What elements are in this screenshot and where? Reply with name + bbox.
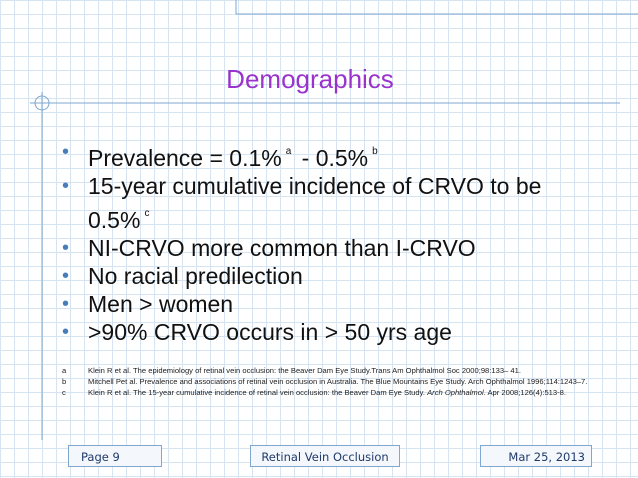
text: - 0.5%: [295, 145, 369, 171]
journal: Arch Ophthalmol.: [427, 388, 486, 397]
text: No racial predilection: [88, 263, 303, 289]
bullet: >90% CRVO occurs in > 50 yrs age: [60, 318, 600, 346]
bullet: No racial predilection: [60, 262, 600, 290]
reference-text: Mitchell Pet al. Prevalence and associat…: [88, 377, 587, 386]
footnote-marker: c: [144, 208, 150, 219]
footnote-marker: b: [372, 146, 378, 157]
text: Klein R et al. The 15-year cumulative in…: [88, 388, 428, 397]
text: Prevalence = 0.1%: [88, 145, 282, 171]
text: 15-year cumulative incidence of CRVO to …: [88, 173, 542, 233]
reference: a Klein R et al. The epidemiology of reti…: [62, 366, 602, 375]
footnote-marker: a: [285, 146, 292, 157]
reference-letter: c: [62, 388, 66, 397]
text: Apr 2008;126(4):513-8.: [485, 388, 566, 397]
bullet: NI-CRVO more common than I-CRVO: [60, 234, 600, 262]
reference: b Mitchell Pet al. Prevalence and associa…: [62, 377, 602, 386]
reference-text: Klein R et al. The 15-year cumulative in…: [88, 388, 566, 397]
footer-date: Mar 25, 2013: [480, 445, 592, 467]
footer-page: Page 9: [68, 445, 162, 467]
references: a Klein R et al. The epidemiology of reti…: [62, 366, 602, 399]
reference-letter: a: [62, 366, 67, 375]
ring: [34, 95, 50, 111]
text: Mitchell Pet al. Prevalence and associat…: [88, 377, 588, 386]
bullet: Prevalence = 0.1%a - 0.5%b: [60, 138, 600, 172]
footer-title: Retinal Vein Occlusion: [250, 445, 400, 467]
slide-title: Demographics: [226, 64, 394, 94]
text: >90% CRVO occurs in > 50 yrs age: [88, 319, 452, 345]
reference-letter: b: [62, 377, 67, 386]
text: Klein R et al. The epidemiology of retin…: [88, 366, 521, 375]
bullet: 15-year cumulative incidence of CRVO to …: [60, 172, 600, 234]
reference-text: Klein R et al. The epidemiology of retin…: [88, 366, 521, 375]
text: Men > women: [88, 291, 234, 317]
text: NI-CRVO more common than I-CRVO: [88, 235, 476, 261]
bullet-list: Prevalence = 0.1%a - 0.5%b15-year cumula…: [60, 138, 600, 346]
reference: c Klein R et al. The 15-year cumulative i…: [62, 388, 602, 397]
bullet: Men > women: [60, 290, 600, 318]
